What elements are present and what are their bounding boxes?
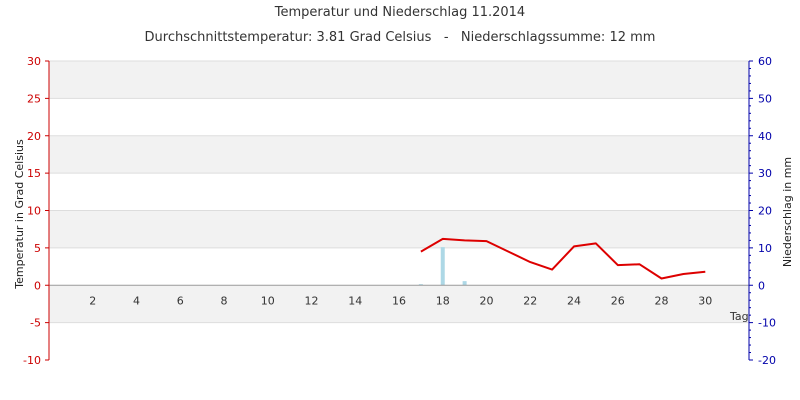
y-tick-label-left: 30	[27, 55, 41, 68]
x-tick-label: 26	[611, 294, 625, 307]
x-tick-label: 10	[261, 294, 275, 307]
x-tick-label: 22	[523, 294, 537, 307]
y-tick-label-left: 10	[27, 205, 41, 218]
y-tick-label-left: 15	[27, 167, 41, 180]
x-tick-label: 20	[480, 294, 494, 307]
y-tick-label-left: -5	[30, 317, 41, 330]
background-band	[49, 285, 749, 323]
x-tick-label: 30	[698, 294, 712, 307]
y-tick-label-right: 0	[758, 279, 765, 292]
x-tick-label: 28	[655, 294, 669, 307]
y-tick-label-left: 25	[27, 92, 41, 105]
axes	[45, 60, 753, 361]
x-tick-label: 6	[177, 294, 184, 307]
x-tick-label: 14	[348, 294, 362, 307]
y-tick-label-right: 10	[758, 242, 772, 255]
x-tick-label: 24	[567, 294, 581, 307]
background-band	[49, 61, 749, 99]
x-tick-label: 16	[392, 294, 406, 307]
precipitation-bars	[418, 247, 467, 286]
chart-title: Temperatur und Niederschlag 11.2014	[274, 5, 525, 20]
x-tick-label: 18	[436, 294, 450, 307]
y-tick-label-right: -10	[758, 317, 776, 330]
y-tick-label-right: 50	[758, 92, 772, 105]
y-tick-label-left: 20	[27, 130, 41, 143]
y-axis-label-left: Temperatur in Grad Celsius	[13, 139, 26, 290]
y-tick-label-right: 30	[758, 167, 772, 180]
x-axis-label: Tag	[729, 310, 749, 323]
chart-subtitle: Durchschnittstemperatur: 3.81 Grad Celsi…	[145, 30, 656, 45]
y-tick-label-left: 0	[34, 279, 41, 292]
x-tick-label: 12	[305, 294, 319, 307]
gridlines	[49, 60, 749, 324]
x-tick-label: 2	[89, 294, 96, 307]
background-band	[49, 210, 749, 248]
precipitation-bar	[418, 284, 423, 286]
y-tick-label-right: 40	[758, 130, 772, 143]
y-tick-label-left: -10	[23, 354, 41, 367]
y-tick-label-right: -20	[758, 354, 776, 367]
y-tick-label-right: 20	[758, 205, 772, 218]
y-tick-label-left: 5	[34, 242, 41, 255]
temperature-line	[420, 237, 706, 280]
precipitation-bar	[462, 281, 467, 286]
background-band	[49, 135, 749, 174]
x-tick-label: 8	[221, 294, 228, 307]
y-axis-label-right: Niederschlag in mm	[781, 157, 794, 267]
x-tick-label: 4	[133, 294, 140, 307]
background-bands	[49, 61, 749, 323]
temperature-line-group	[420, 237, 706, 280]
precipitation-bar	[440, 247, 445, 286]
y-tick-label-right: 60	[758, 55, 772, 68]
